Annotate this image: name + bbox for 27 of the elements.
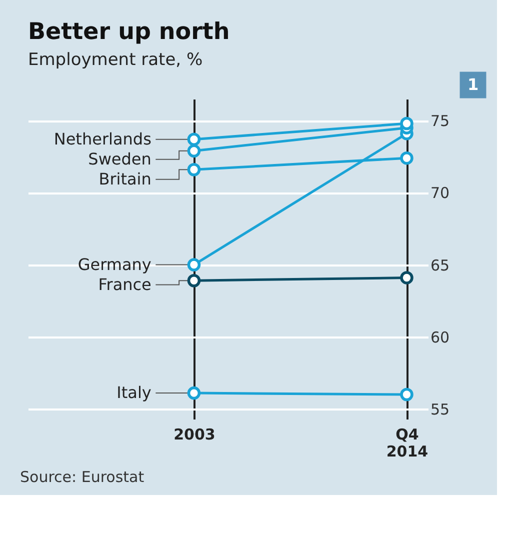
y-tick-label: 75	[430, 112, 450, 130]
point	[187, 162, 201, 176]
y-tick-label: 70	[430, 184, 450, 202]
point	[187, 132, 201, 146]
point	[187, 144, 201, 158]
y-tick-label: 65	[430, 256, 450, 274]
text: Italy	[116, 383, 152, 402]
x-tick-label: Q4 2014	[386, 426, 428, 460]
text: France	[98, 274, 152, 294]
point	[187, 386, 201, 400]
point	[400, 116, 414, 130]
chart-title: Better up north	[28, 18, 230, 45]
point	[187, 274, 201, 288]
point	[400, 151, 414, 165]
text: Netherlands	[54, 129, 152, 148]
point	[187, 258, 201, 272]
chart-subtitle: Employment rate, %	[28, 50, 203, 70]
text: Germany	[78, 254, 152, 274]
y-tick-label: 55	[430, 400, 450, 418]
point	[400, 271, 414, 284]
source-note: Source: Eurostat	[20, 468, 144, 486]
text: Sweden	[88, 149, 152, 168]
text: 1	[467, 75, 479, 94]
x-tick-label: 2003	[174, 426, 216, 444]
y-tick-label: 60	[430, 328, 450, 346]
point	[400, 388, 414, 402]
text: Britain	[98, 169, 152, 188]
